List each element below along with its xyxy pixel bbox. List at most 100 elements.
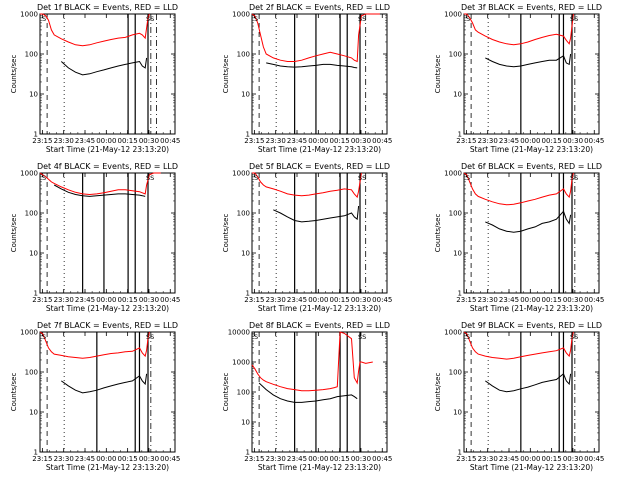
x-axis-label: Start Time (21-May-12 23:13:20)	[470, 145, 593, 154]
x-tick-label: 23:30	[266, 296, 286, 304]
y-tick-label: 1	[34, 131, 38, 139]
panel-title: Det 9f BLACK = Events, RED = LLD	[461, 321, 602, 330]
x-tick-label: 00:45	[160, 455, 180, 463]
x-tick-label: 00:45	[372, 455, 392, 463]
series-line-lld	[463, 172, 574, 206]
x-tick-label: 00:30	[563, 137, 583, 145]
y-tick-label: 10	[241, 419, 250, 427]
x-tick-label: 23:30	[54, 296, 74, 304]
panel-title: Det 8f BLACK = Events, RED = LLD	[249, 321, 390, 330]
flag-label-ss: SS	[146, 15, 154, 23]
y-tick-label: 1	[458, 290, 462, 298]
x-tick-label: 00:30	[563, 296, 583, 304]
x-tick-label: 00:00	[520, 455, 540, 463]
x-tick-label: 00:15	[542, 455, 562, 463]
plot-frame	[463, 331, 600, 453]
plot-frame	[39, 13, 176, 135]
series-line-events	[266, 62, 358, 69]
series-line-lld	[39, 172, 161, 196]
y-axis-label: Counts/sec	[222, 214, 230, 253]
series-line-events	[485, 53, 572, 68]
y-axis-label: Counts/sec	[10, 373, 18, 412]
x-tick-label: 00:45	[584, 296, 604, 304]
flag-label-s: S	[466, 174, 470, 182]
x-tick-label: 00:15	[330, 137, 350, 145]
x-tick-label: 23:30	[54, 137, 74, 145]
x-axis-label: Start Time (21-May-12 23:13:20)	[258, 304, 381, 313]
series-line-lld	[40, 13, 150, 47]
series-line-lld	[252, 172, 362, 199]
series-line-events	[53, 184, 146, 197]
x-tick-label: 00:00	[308, 137, 328, 145]
x-tick-label: 23:45	[75, 137, 95, 145]
plot-frame	[39, 331, 176, 453]
x-tick-label: 23:45	[499, 137, 519, 145]
x-tick-label: 23:30	[478, 455, 498, 463]
y-tick-label: 10000	[228, 329, 250, 337]
y-tick-label: 10	[453, 91, 462, 99]
y-tick-label: 1000	[232, 359, 250, 367]
series-line-events	[485, 372, 572, 393]
x-tick-label: 00:30	[351, 137, 371, 145]
x-axis-label: Start Time (21-May-12 23:13:20)	[46, 145, 169, 154]
y-tick-label: 1	[246, 449, 250, 457]
plot-frame	[463, 172, 600, 294]
series-line-lld	[251, 13, 380, 63]
flag-label-s: S	[466, 15, 470, 23]
panel-det-8f: Det 8f BLACK = Events, RED = LLD 1 10 100 10…	[222, 321, 392, 472]
y-axis-label: Counts/sec	[10, 55, 18, 94]
x-tick-label: 00:30	[563, 455, 583, 463]
y-tick-label: 10	[453, 250, 462, 258]
flag-label-ss: SS	[358, 15, 366, 23]
flag-label-s: S	[466, 333, 470, 341]
x-tick-label: 23:30	[478, 137, 498, 145]
x-tick-label: 23:45	[287, 455, 307, 463]
plot-frame	[251, 13, 388, 135]
y-tick-label: 1	[458, 131, 462, 139]
x-tick-label: 23:15	[456, 137, 476, 145]
y-tick-label: 100	[237, 51, 250, 59]
y-tick-label: 100	[449, 369, 462, 377]
plot-frame	[251, 331, 388, 453]
x-tick-label: 23:15	[244, 455, 264, 463]
y-tick-label: 1	[246, 131, 250, 139]
x-tick-label: 00:00	[520, 137, 540, 145]
x-tick-label: 00:30	[351, 296, 371, 304]
x-tick-label: 00:15	[330, 296, 350, 304]
x-tick-label: 00:15	[542, 137, 562, 145]
x-axis-label: Start Time (21-May-12 23:13:20)	[470, 463, 593, 472]
x-tick-label: 00:15	[118, 137, 138, 145]
x-tick-label: 00:45	[372, 296, 392, 304]
x-tick-label: 00:15	[118, 296, 138, 304]
y-tick-label: 100	[25, 210, 38, 218]
flag-label-s: S	[254, 333, 258, 341]
y-tick-label: 1	[34, 449, 38, 457]
x-axis-label: Start Time (21-May-12 23:13:20)	[46, 304, 169, 313]
panel-det-3f: Det 3f BLACK = Events, RED = LLD 1 10 100 10…	[434, 3, 604, 154]
x-tick-label: 23:30	[266, 137, 286, 145]
series-line-events	[61, 373, 148, 394]
x-tick-label: 23:15	[32, 137, 52, 145]
x-tick-label: 00:45	[584, 137, 604, 145]
x-tick-label: 23:45	[75, 296, 95, 304]
y-tick-label: 1	[458, 449, 462, 457]
y-tick-label: 1000	[232, 170, 250, 178]
y-axis-label: Counts/sec	[434, 373, 442, 412]
flag-label-s: S	[254, 174, 258, 182]
flag-label-ss: SS	[570, 15, 578, 23]
x-tick-label: 00:30	[139, 296, 159, 304]
series-line-lld	[39, 331, 150, 359]
flag-label-ss: SS	[146, 174, 154, 182]
x-tick-label: 00:45	[372, 137, 392, 145]
flag-label-s: S	[42, 333, 46, 341]
x-tick-label: 00:00	[96, 455, 116, 463]
y-axis-label: Counts/sec	[10, 214, 18, 253]
y-tick-label: 1000	[20, 170, 38, 178]
panel-title: Det 3f BLACK = Events, RED = LLD	[461, 3, 602, 12]
panel-title: Det 2f BLACK = Events, RED = LLD	[249, 3, 390, 12]
panel-det-1f: Det 1f BLACK = Events, RED = LLD 1 10 100 10…	[10, 3, 180, 154]
y-tick-label: 100	[449, 210, 462, 218]
plot-frame	[251, 172, 388, 294]
panel-det-7f: Det 7f BLACK = Events, RED = LLD 1 10 100 10…	[10, 321, 180, 472]
y-tick-label: 10	[29, 91, 38, 99]
